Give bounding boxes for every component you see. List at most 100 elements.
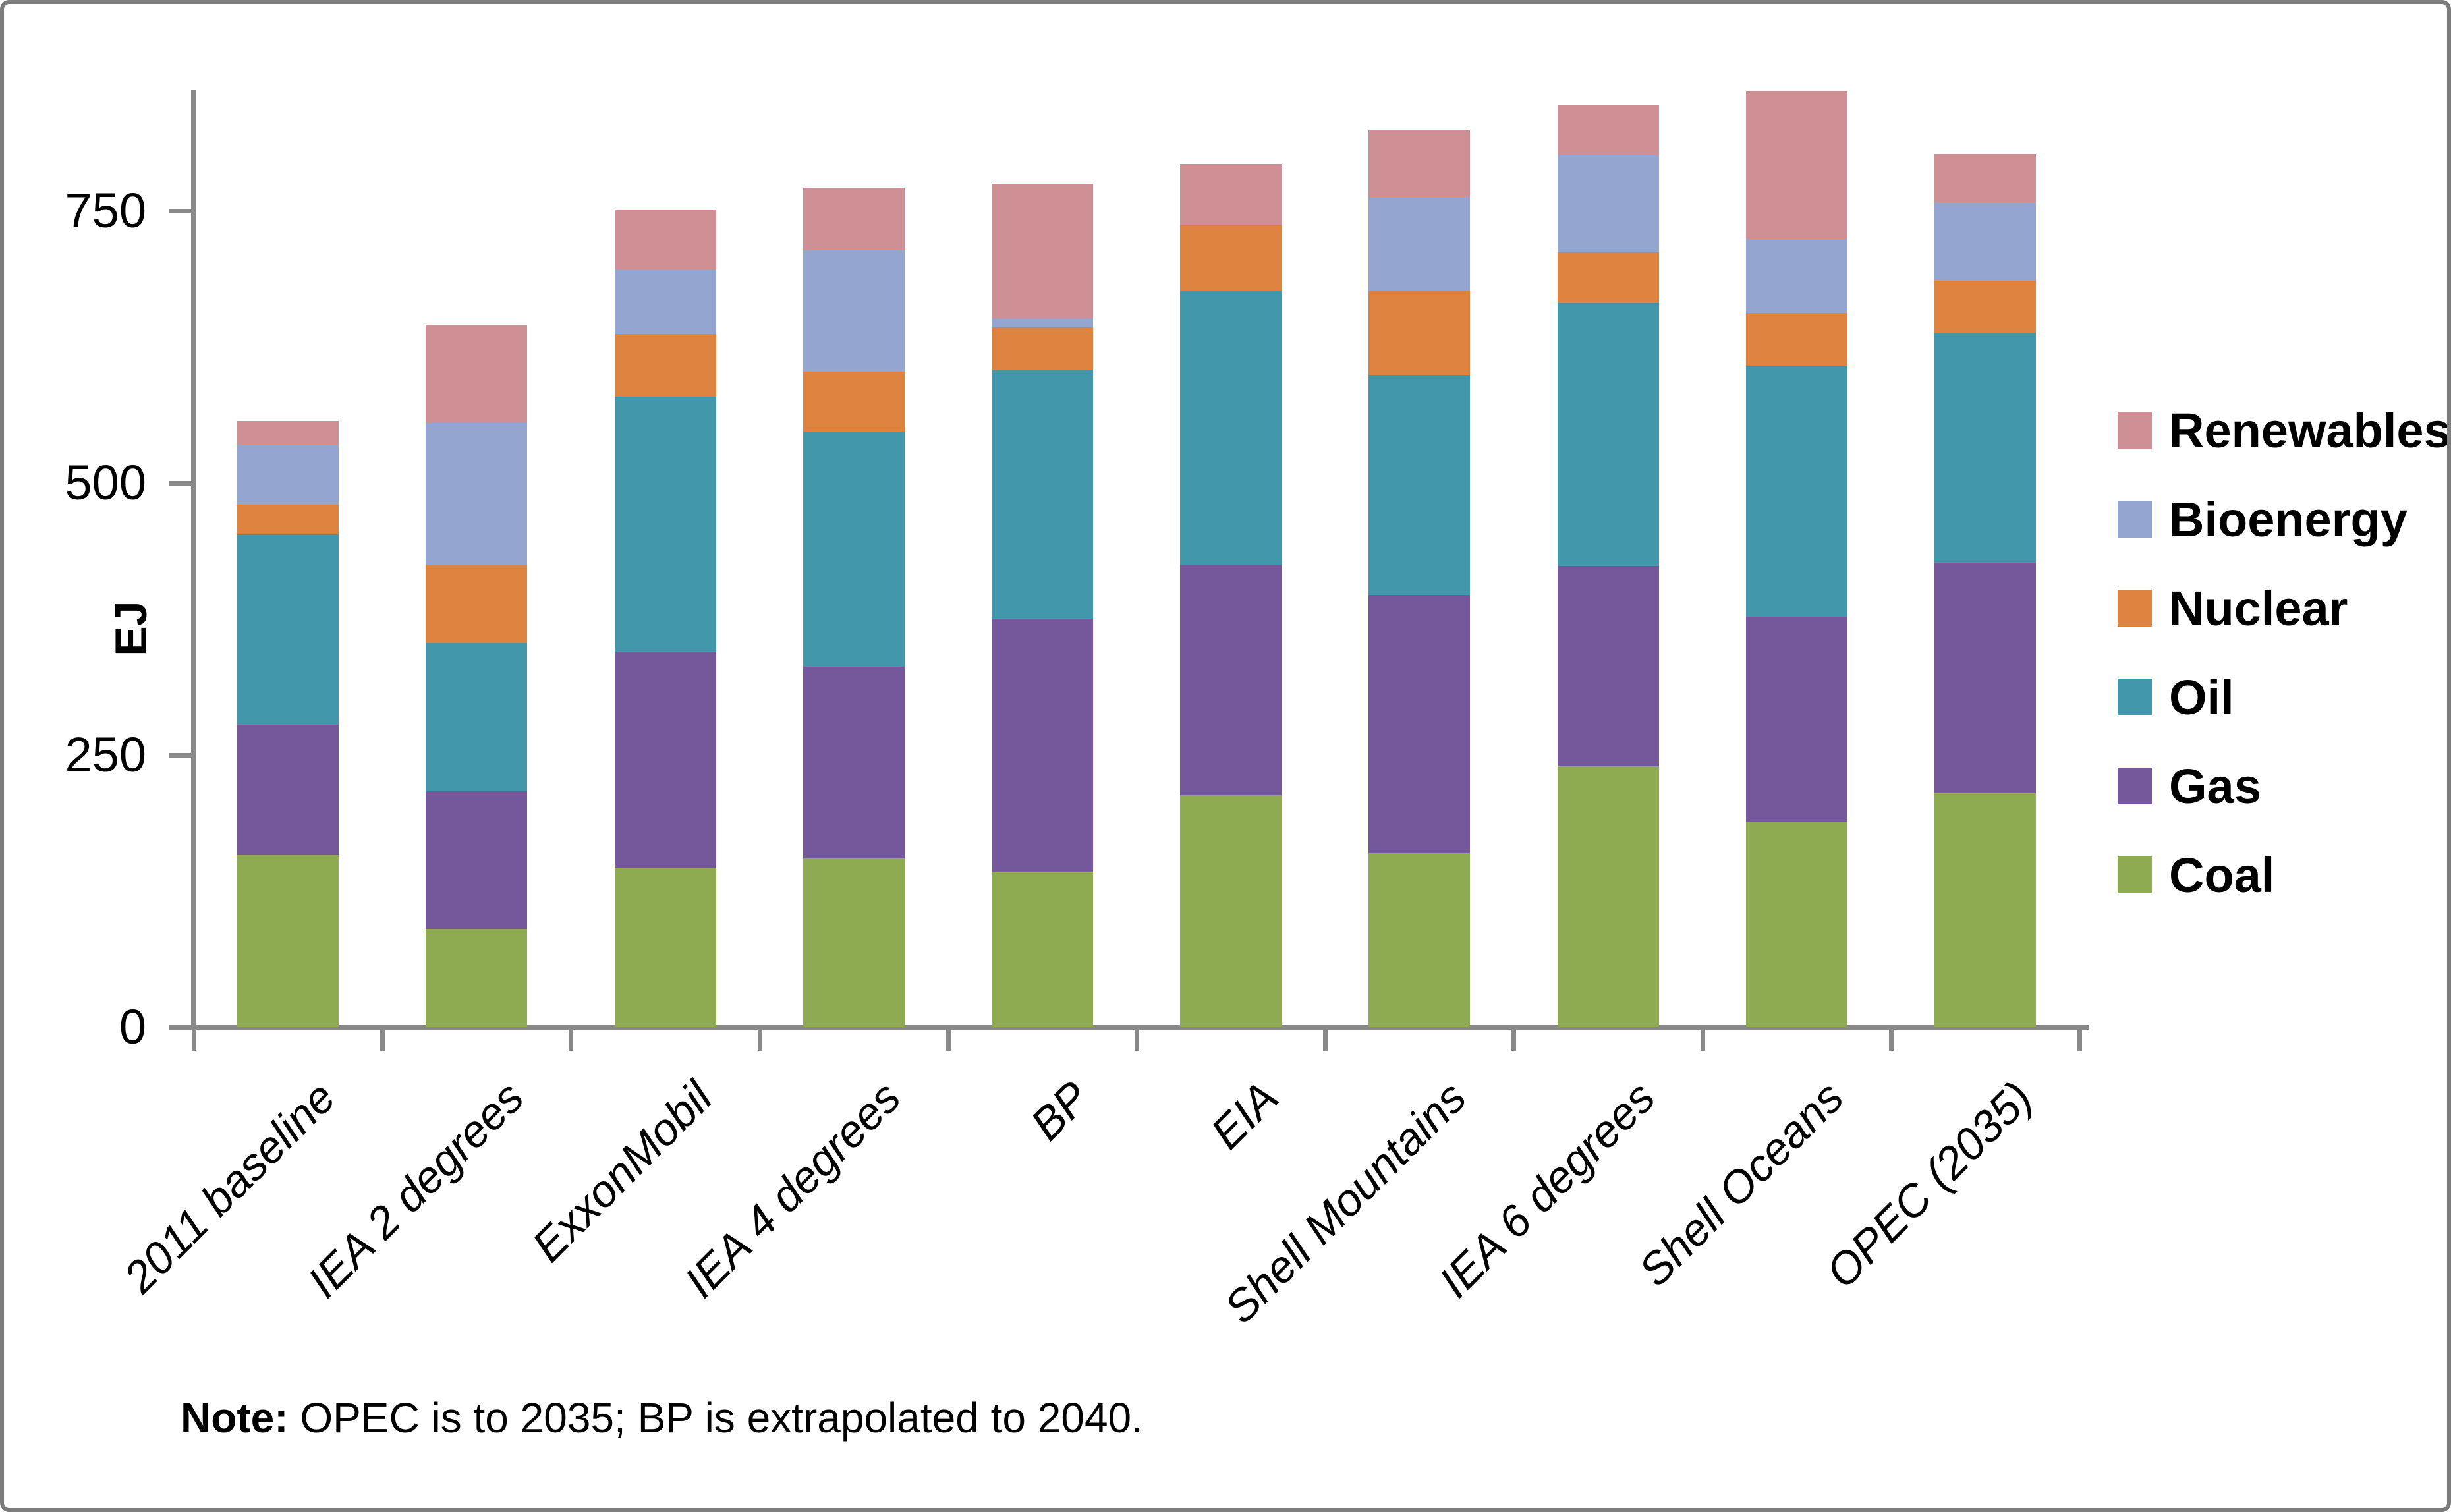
bar-segment-bioenergy <box>615 269 716 334</box>
bar-segment-bioenergy <box>992 319 1093 327</box>
legend-item-gas: Gas <box>2118 758 2261 814</box>
bar-segment-coal <box>1934 793 2036 1027</box>
bar-segment-bioenergy <box>1746 239 1847 313</box>
x-axis-line <box>191 1025 2089 1030</box>
y-tick-mark <box>169 209 192 213</box>
y-tick-label: 250 <box>65 727 146 782</box>
legend-item-oil: Oil <box>2118 669 2234 725</box>
bar-segment-renewables <box>426 325 527 423</box>
bar-segment-renewables <box>1934 154 2036 202</box>
bar-segment-renewables <box>1746 91 1847 239</box>
bar-segment-gas <box>1368 595 1470 853</box>
bar-segment-coal <box>1558 766 1659 1027</box>
legend-swatch-gas <box>2118 768 2152 804</box>
bar-segment-coal <box>1180 795 1282 1027</box>
legend-swatch-renewables <box>2118 412 2152 449</box>
x-tick-mark <box>1700 1030 1705 1051</box>
bar-segment-renewables <box>803 188 905 250</box>
bar-segment-renewables <box>1558 105 1659 155</box>
x-tick-mark <box>945 1030 951 1051</box>
bar-segment-coal <box>992 872 1093 1027</box>
bar-segment-oil <box>237 534 339 725</box>
stacked-bar-opec-2035- <box>1934 154 2036 1027</box>
bar-segment-gas <box>426 791 527 929</box>
stacked-bar-shell-mountains <box>1368 130 1470 1027</box>
bar-segment-bioenergy <box>426 423 527 565</box>
legend-label: Bioenergy <box>2169 491 2408 547</box>
bar-segment-renewables <box>992 184 1093 319</box>
bar-segment-gas <box>992 619 1093 872</box>
bar-segment-oil <box>1934 333 2036 563</box>
bar-segment-nuclear <box>803 372 905 432</box>
bar-segment-oil <box>1180 291 1282 565</box>
bar-segment-bioenergy <box>803 250 905 372</box>
bar-segment-bioenergy <box>237 445 339 505</box>
x-tick-mark <box>1135 1030 1139 1051</box>
bar-segment-renewables <box>237 421 339 445</box>
bar-segment-oil <box>803 432 905 667</box>
bar-segment-gas <box>237 725 339 855</box>
x-tick-mark <box>1888 1030 1894 1051</box>
bar-segment-nuclear <box>1934 281 2036 333</box>
legend-label: Oil <box>2169 669 2234 725</box>
bar-segment-nuclear <box>426 565 527 643</box>
stacked-bar-bp <box>992 184 1093 1027</box>
x-tick-mark <box>192 1030 196 1051</box>
stacked-bar-iea-6-degrees <box>1558 105 1659 1027</box>
bar-segment-oil <box>426 643 527 791</box>
x-tick-mark <box>569 1030 574 1051</box>
legend-item-coal: Coal <box>2118 847 2275 903</box>
y-axis-title: EJ <box>106 601 156 656</box>
legend-label: Renewables <box>2169 403 2451 458</box>
note-text: OPEC is to 2035; BP is extrapolated to 2… <box>288 1394 1143 1442</box>
legend-item-nuclear: Nuclear <box>2118 581 2348 636</box>
bar-segment-renewables <box>615 210 716 269</box>
y-tick-label: 750 <box>65 183 146 238</box>
bar-segment-gas <box>1558 566 1659 766</box>
stacked-bar-shell-oceans <box>1746 91 1847 1027</box>
legend-item-bioenergy: Bioenergy <box>2118 491 2408 547</box>
y-tick-mark <box>169 481 192 486</box>
bar-segment-bioenergy <box>1934 202 2036 281</box>
bar-segment-nuclear <box>1368 291 1470 375</box>
legend-label: Gas <box>2169 758 2261 814</box>
x-tick-mark <box>380 1030 385 1051</box>
bar-segment-bioenergy <box>1368 197 1470 291</box>
stacked-bar-iea-2-degrees <box>426 325 527 1027</box>
note: Note: OPEC is to 2035; BP is extrapolate… <box>181 1391 1143 1444</box>
bar-segment-bioenergy <box>1558 155 1659 252</box>
x-tick-mark <box>1323 1030 1328 1051</box>
legend-item-renewables: Renewables <box>2118 403 2447 458</box>
y-tick-label: 0 <box>119 999 146 1054</box>
legend-swatch-coal <box>2118 856 2152 893</box>
bar-segment-nuclear <box>1746 313 1847 366</box>
bar-segment-gas <box>1180 565 1282 795</box>
x-category-label: BP <box>1021 1072 1099 1150</box>
bar-segment-oil <box>1368 375 1470 595</box>
bar-segment-coal <box>1368 853 1470 1027</box>
bar-segment-gas <box>803 667 905 858</box>
bar-segment-coal <box>426 929 527 1027</box>
legend-label: Coal <box>2169 847 2275 903</box>
bar-segment-coal <box>803 858 905 1027</box>
bar-segment-renewables <box>1180 164 1282 225</box>
bar-segment-gas <box>1934 563 2036 793</box>
bar-segment-renewables <box>1368 130 1470 197</box>
bar-segment-coal <box>615 868 716 1027</box>
y-axis-line <box>191 90 196 1030</box>
note-label: Note: <box>181 1394 289 1442</box>
bar-segment-coal <box>1746 822 1847 1027</box>
legend-swatch-oil <box>2118 679 2152 715</box>
bar-segment-nuclear <box>1180 225 1282 291</box>
stacked-bar-exxonmobil <box>615 210 716 1027</box>
bar-segment-oil <box>1558 303 1659 566</box>
bar-segment-nuclear <box>237 505 339 534</box>
x-tick-mark <box>2077 1030 2082 1051</box>
x-category-label: ExxonMobil <box>522 1072 722 1272</box>
bar-segment-nuclear <box>992 327 1093 370</box>
stacked-bar-2011-baseline <box>237 421 339 1027</box>
x-tick-mark <box>757 1030 762 1051</box>
bar-segment-oil <box>1746 366 1847 617</box>
legend-swatch-bioenergy <box>2118 501 2152 538</box>
